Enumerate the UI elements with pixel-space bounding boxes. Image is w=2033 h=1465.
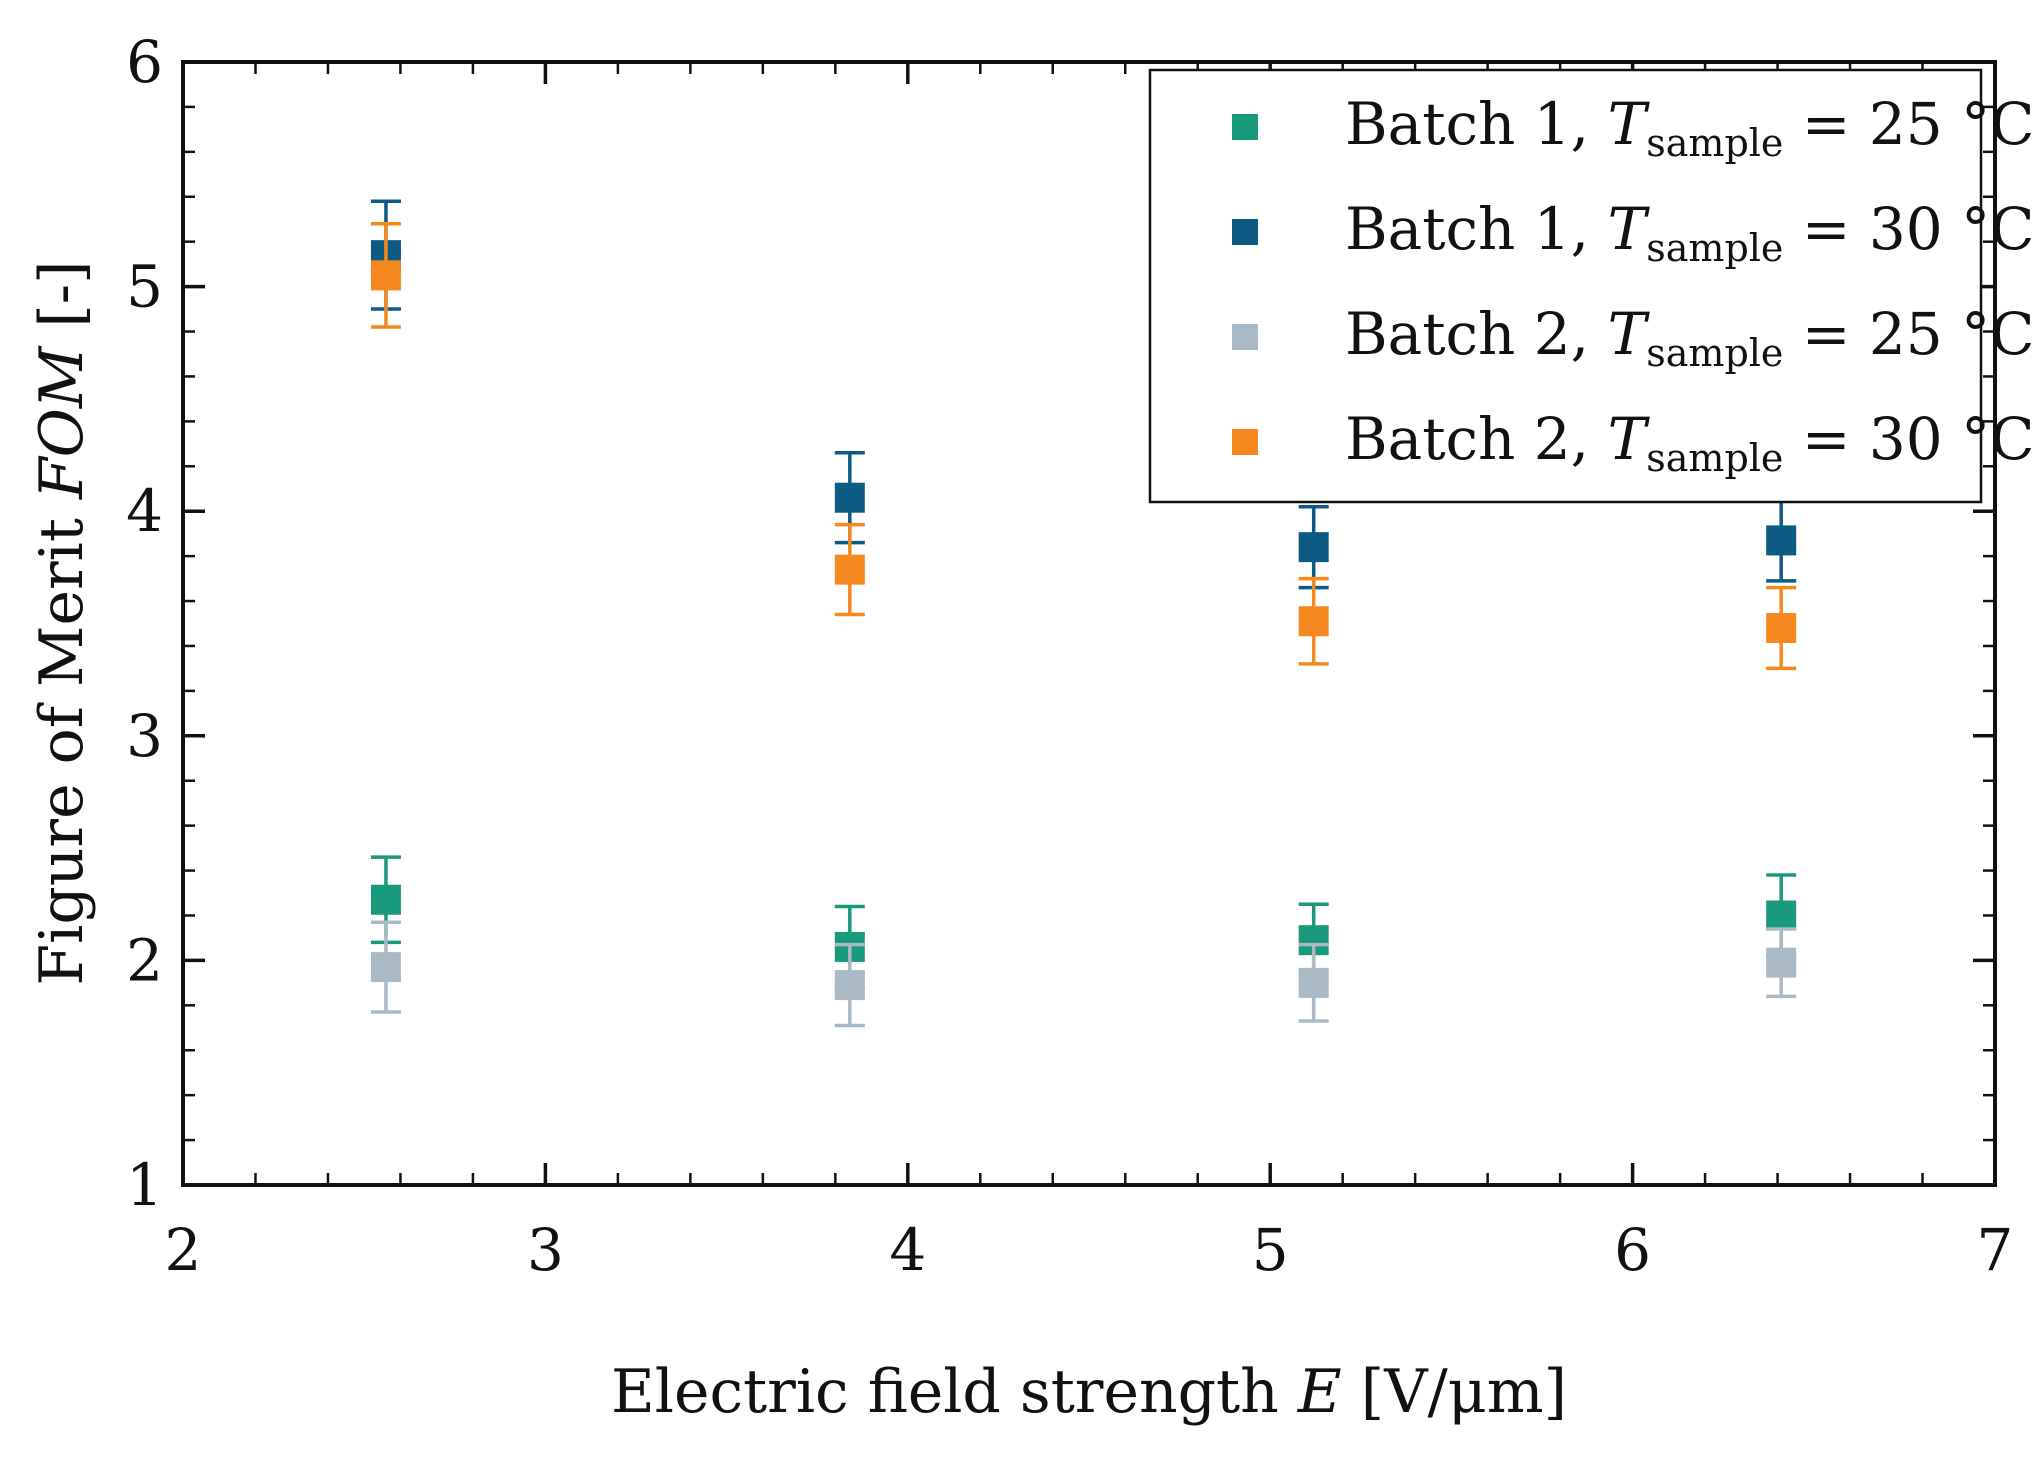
data-point xyxy=(1766,612,1797,643)
y-tick-label: 4 xyxy=(126,477,163,545)
y-tick-label: 5 xyxy=(126,253,163,321)
plot-frame xyxy=(181,60,1997,1187)
legend-label: Batch 1, Tsample = 30 °C xyxy=(1345,195,2033,270)
y-axis-label: Figure of Merit xyxy=(27,518,97,985)
legend-entry-batch1-25: Batch 1, Tsample = 25 °C xyxy=(1232,90,2033,165)
legend-label: Batch 2, Tsample = 25 °C xyxy=(1345,300,2033,375)
legend-label: Batch 1, Tsample = 25 °C xyxy=(1345,90,2033,165)
y-tick-label: 3 xyxy=(126,702,163,770)
y-axis-symbol: FOM xyxy=(27,345,97,500)
legend-marker xyxy=(1232,429,1258,455)
x-tick-label: 6 xyxy=(1614,1216,1651,1284)
y-tick-label: 6 xyxy=(126,28,163,96)
data-point xyxy=(370,260,401,291)
x-axis-unit: [V/μm] xyxy=(1361,1357,1567,1427)
series-3 xyxy=(370,920,1797,1028)
series-1 xyxy=(370,855,1797,990)
x-tick-label: 5 xyxy=(1252,1216,1289,1284)
legend-marker xyxy=(1232,219,1258,245)
y-tick-label: 1 xyxy=(126,1151,163,1219)
data-point xyxy=(834,554,865,585)
data-point xyxy=(834,970,865,1001)
data-point xyxy=(1298,967,1329,998)
x-axis-title: Electric field strength E [V/μm] xyxy=(611,1357,1567,1427)
legend-marker xyxy=(1232,114,1258,140)
x-tick-label: 7 xyxy=(1977,1216,2014,1284)
data-point xyxy=(1766,525,1797,556)
data-point xyxy=(1298,606,1329,637)
legend-box xyxy=(1148,68,1983,504)
y-axis-title: Figure of Merit FOM [-] xyxy=(27,261,97,986)
legend-entry-batch2-30: Batch 2, Tsample = 30 °C xyxy=(1232,405,2033,480)
y-tick-label: 2 xyxy=(126,926,163,994)
x-tick-label: 3 xyxy=(527,1216,564,1284)
y-axis-unit: [-] xyxy=(27,261,97,328)
series-4 xyxy=(370,221,1797,671)
legend-marker xyxy=(1232,324,1258,350)
data-point xyxy=(370,884,401,915)
data-markers xyxy=(370,199,1797,1028)
data-point xyxy=(834,482,865,513)
x-tick-label: 4 xyxy=(889,1216,926,1284)
legend-entry-batch2-25: Batch 2, Tsample = 25 °C xyxy=(1232,300,2033,375)
legend: Batch 1, Tsample = 25 °C Batch 1, Tsampl… xyxy=(1148,68,2033,504)
x-axis-symbol: E xyxy=(1297,1357,1342,1427)
data-point xyxy=(1766,947,1797,978)
data-point xyxy=(1298,532,1329,563)
data-point xyxy=(1766,900,1797,931)
data-point xyxy=(370,952,401,983)
x-tick-label: 2 xyxy=(165,1216,202,1284)
x-axis-label: Electric field strength xyxy=(611,1357,1279,1427)
legend-entry-batch1-30: Batch 1, Tsample = 30 °C xyxy=(1232,195,2033,270)
legend-label: Batch 2, Tsample = 30 °C xyxy=(1345,405,2033,480)
